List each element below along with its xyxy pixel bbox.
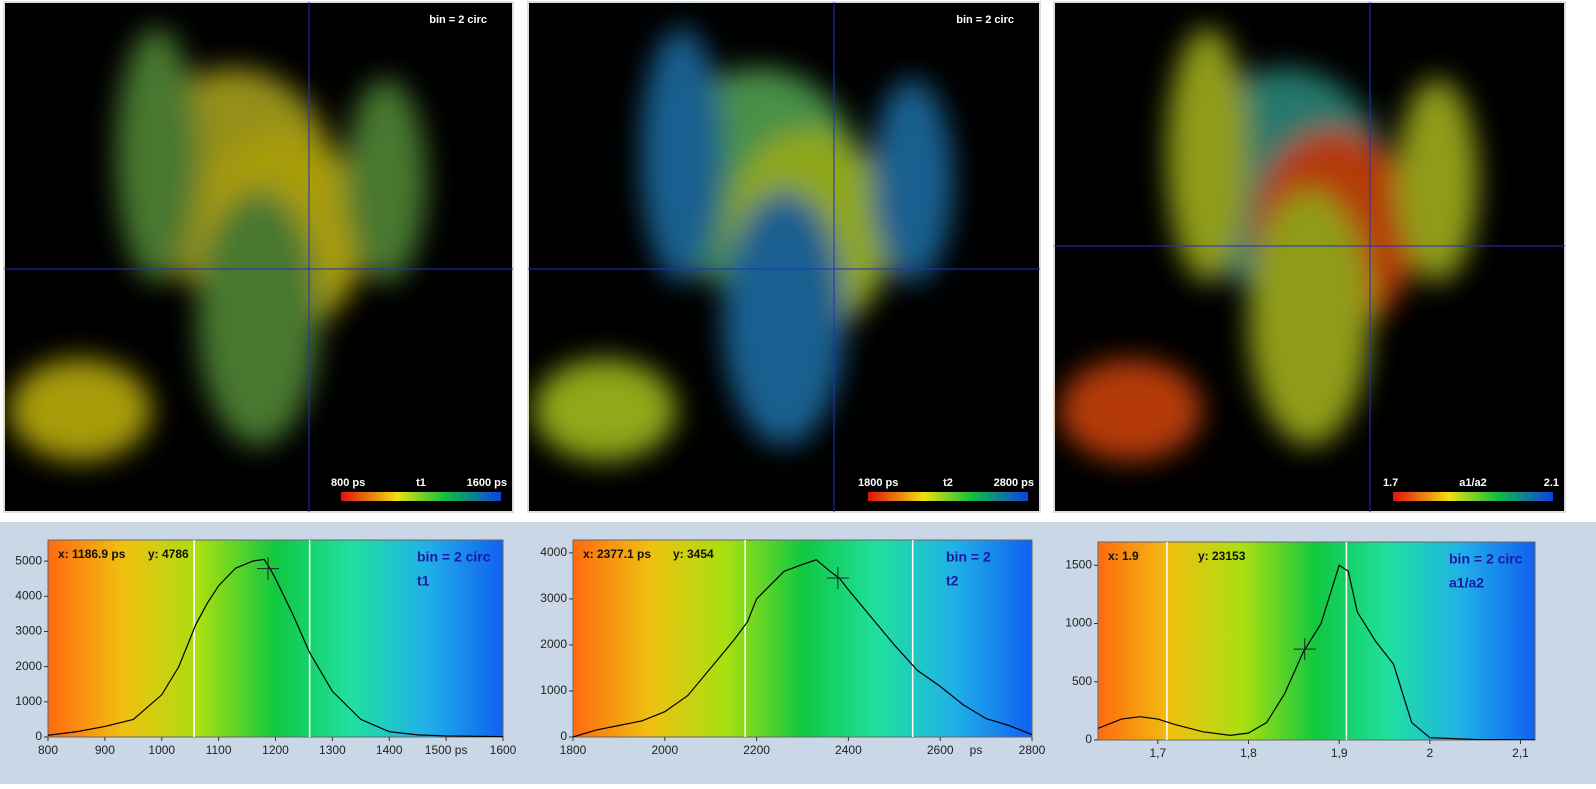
x-tick-label: 1100 — [206, 743, 232, 757]
readout-x: x: 1.9 — [1108, 549, 1139, 563]
image-panel: bin = 2 circ 1800 ps t2 2800 ps — [527, 1, 1041, 513]
cursor — [1293, 638, 1316, 661]
x-tick-label: 2800 — [1019, 743, 1046, 757]
y-tick-label: 500 — [1072, 674, 1092, 688]
cell — [871, 78, 953, 283]
x-tick-label: 2000 — [651, 743, 678, 757]
colorbar — [868, 492, 1028, 501]
x-tick-label: 2 — [1426, 746, 1433, 760]
x-tick-label: 2600 — [927, 743, 954, 757]
y-tick-label: 0 — [1085, 732, 1092, 746]
cell — [197, 190, 320, 446]
x-tick-label: 1,7 — [1149, 746, 1166, 760]
series-label: t2 — [946, 573, 959, 589]
y-tick-label: 0 — [35, 729, 42, 743]
y-tick-label: 0 — [560, 729, 567, 743]
histogram-line — [1098, 564, 1535, 740]
cell — [1166, 27, 1249, 283]
y-tick-label: 2000 — [15, 659, 42, 673]
cursor — [257, 557, 280, 580]
cell — [345, 78, 427, 283]
x-unit: ps — [970, 743, 983, 757]
cell — [115, 27, 198, 283]
y-tick-label: 4000 — [15, 588, 42, 602]
cursor — [826, 567, 849, 590]
plot-area — [47, 539, 504, 738]
colorbar-max: 1600 ps — [467, 477, 507, 489]
readout-y: y: 3454 — [673, 547, 714, 561]
x-tick-label: 1600 — [490, 743, 517, 757]
x-tick-label: 2200 — [743, 743, 770, 757]
x-tick-label: 2,1 — [1512, 746, 1529, 760]
x-tick-label: 800 — [38, 743, 58, 757]
x-tick-label: 1,8 — [1240, 746, 1257, 760]
cell — [9, 359, 152, 461]
colorbar-min: 800 ps — [331, 477, 365, 489]
y-tick-label: 1500 — [1065, 557, 1092, 571]
colorbar-max: 2.1 — [1544, 477, 1559, 489]
x-tick-label: 1400 — [376, 743, 403, 757]
x-tick-label: 1500 ps — [425, 743, 468, 757]
cell — [1059, 359, 1203, 461]
colorbar-min: 1.7 — [1383, 477, 1398, 489]
colorbar-name: t1 — [416, 477, 426, 489]
series-label: a1/a2 — [1449, 575, 1484, 591]
y-tick-label: 5000 — [15, 553, 42, 567]
x-tick-label: 2400 — [835, 743, 862, 757]
image-panel: 1.7 a1/a2 2.1 — [1053, 1, 1566, 513]
y-tick-label: 3000 — [540, 591, 567, 605]
readout-y: y: 4786 — [148, 547, 189, 561]
colorbar-name: t2 — [943, 477, 953, 489]
readout-x: x: 2377.1 ps — [583, 547, 651, 561]
readout-y: y: 23153 — [1198, 549, 1246, 563]
colorbar-min: 1800 ps — [858, 477, 898, 489]
histogram-line — [573, 559, 1032, 737]
y-tick-label: 3000 — [15, 624, 42, 638]
y-tick-label: 4000 — [540, 545, 567, 559]
y-tick-label: 1000 — [15, 694, 42, 708]
x-tick-label: 1,9 — [1331, 746, 1348, 760]
cell — [533, 359, 677, 461]
x-tick-label: 1200 — [262, 743, 289, 757]
cell — [1396, 78, 1479, 283]
x-tick-label: 900 — [95, 743, 115, 757]
x-tick-label: 1000 — [148, 743, 175, 757]
series-label: t1 — [417, 573, 430, 589]
y-tick-label: 1000 — [540, 683, 567, 697]
y-tick-label: 2000 — [540, 637, 567, 651]
annotation: bin = 2 circ — [417, 549, 491, 565]
histogram-line — [48, 558, 503, 737]
x-tick-label: 1300 — [319, 743, 346, 757]
cells — [9, 27, 427, 461]
colorbar — [1393, 492, 1553, 501]
cells — [533, 27, 953, 461]
y-tick-label: 1000 — [1065, 616, 1092, 630]
cell — [1248, 190, 1371, 446]
colorbar-max: 2800 ps — [994, 477, 1034, 489]
cell — [640, 27, 723, 283]
image-annotation: bin = 2 circ — [429, 14, 487, 26]
plot-area — [572, 539, 1033, 738]
plot-area — [1097, 541, 1536, 741]
image-annotation: bin = 2 circ — [956, 14, 1014, 26]
colorbar — [341, 492, 501, 501]
colorbar-name: a1/a2 — [1459, 477, 1487, 489]
cells — [1059, 27, 1479, 461]
x-tick-label: 1800 — [560, 743, 587, 757]
annotation: bin = 2 — [946, 549, 991, 565]
readout-x: x: 1186.9 ps — [58, 547, 126, 561]
cell — [722, 190, 846, 446]
image-panel: bin = 2 circ 800 ps t1 1600 ps — [3, 1, 514, 513]
annotation: bin = 2 circ — [1449, 551, 1523, 567]
